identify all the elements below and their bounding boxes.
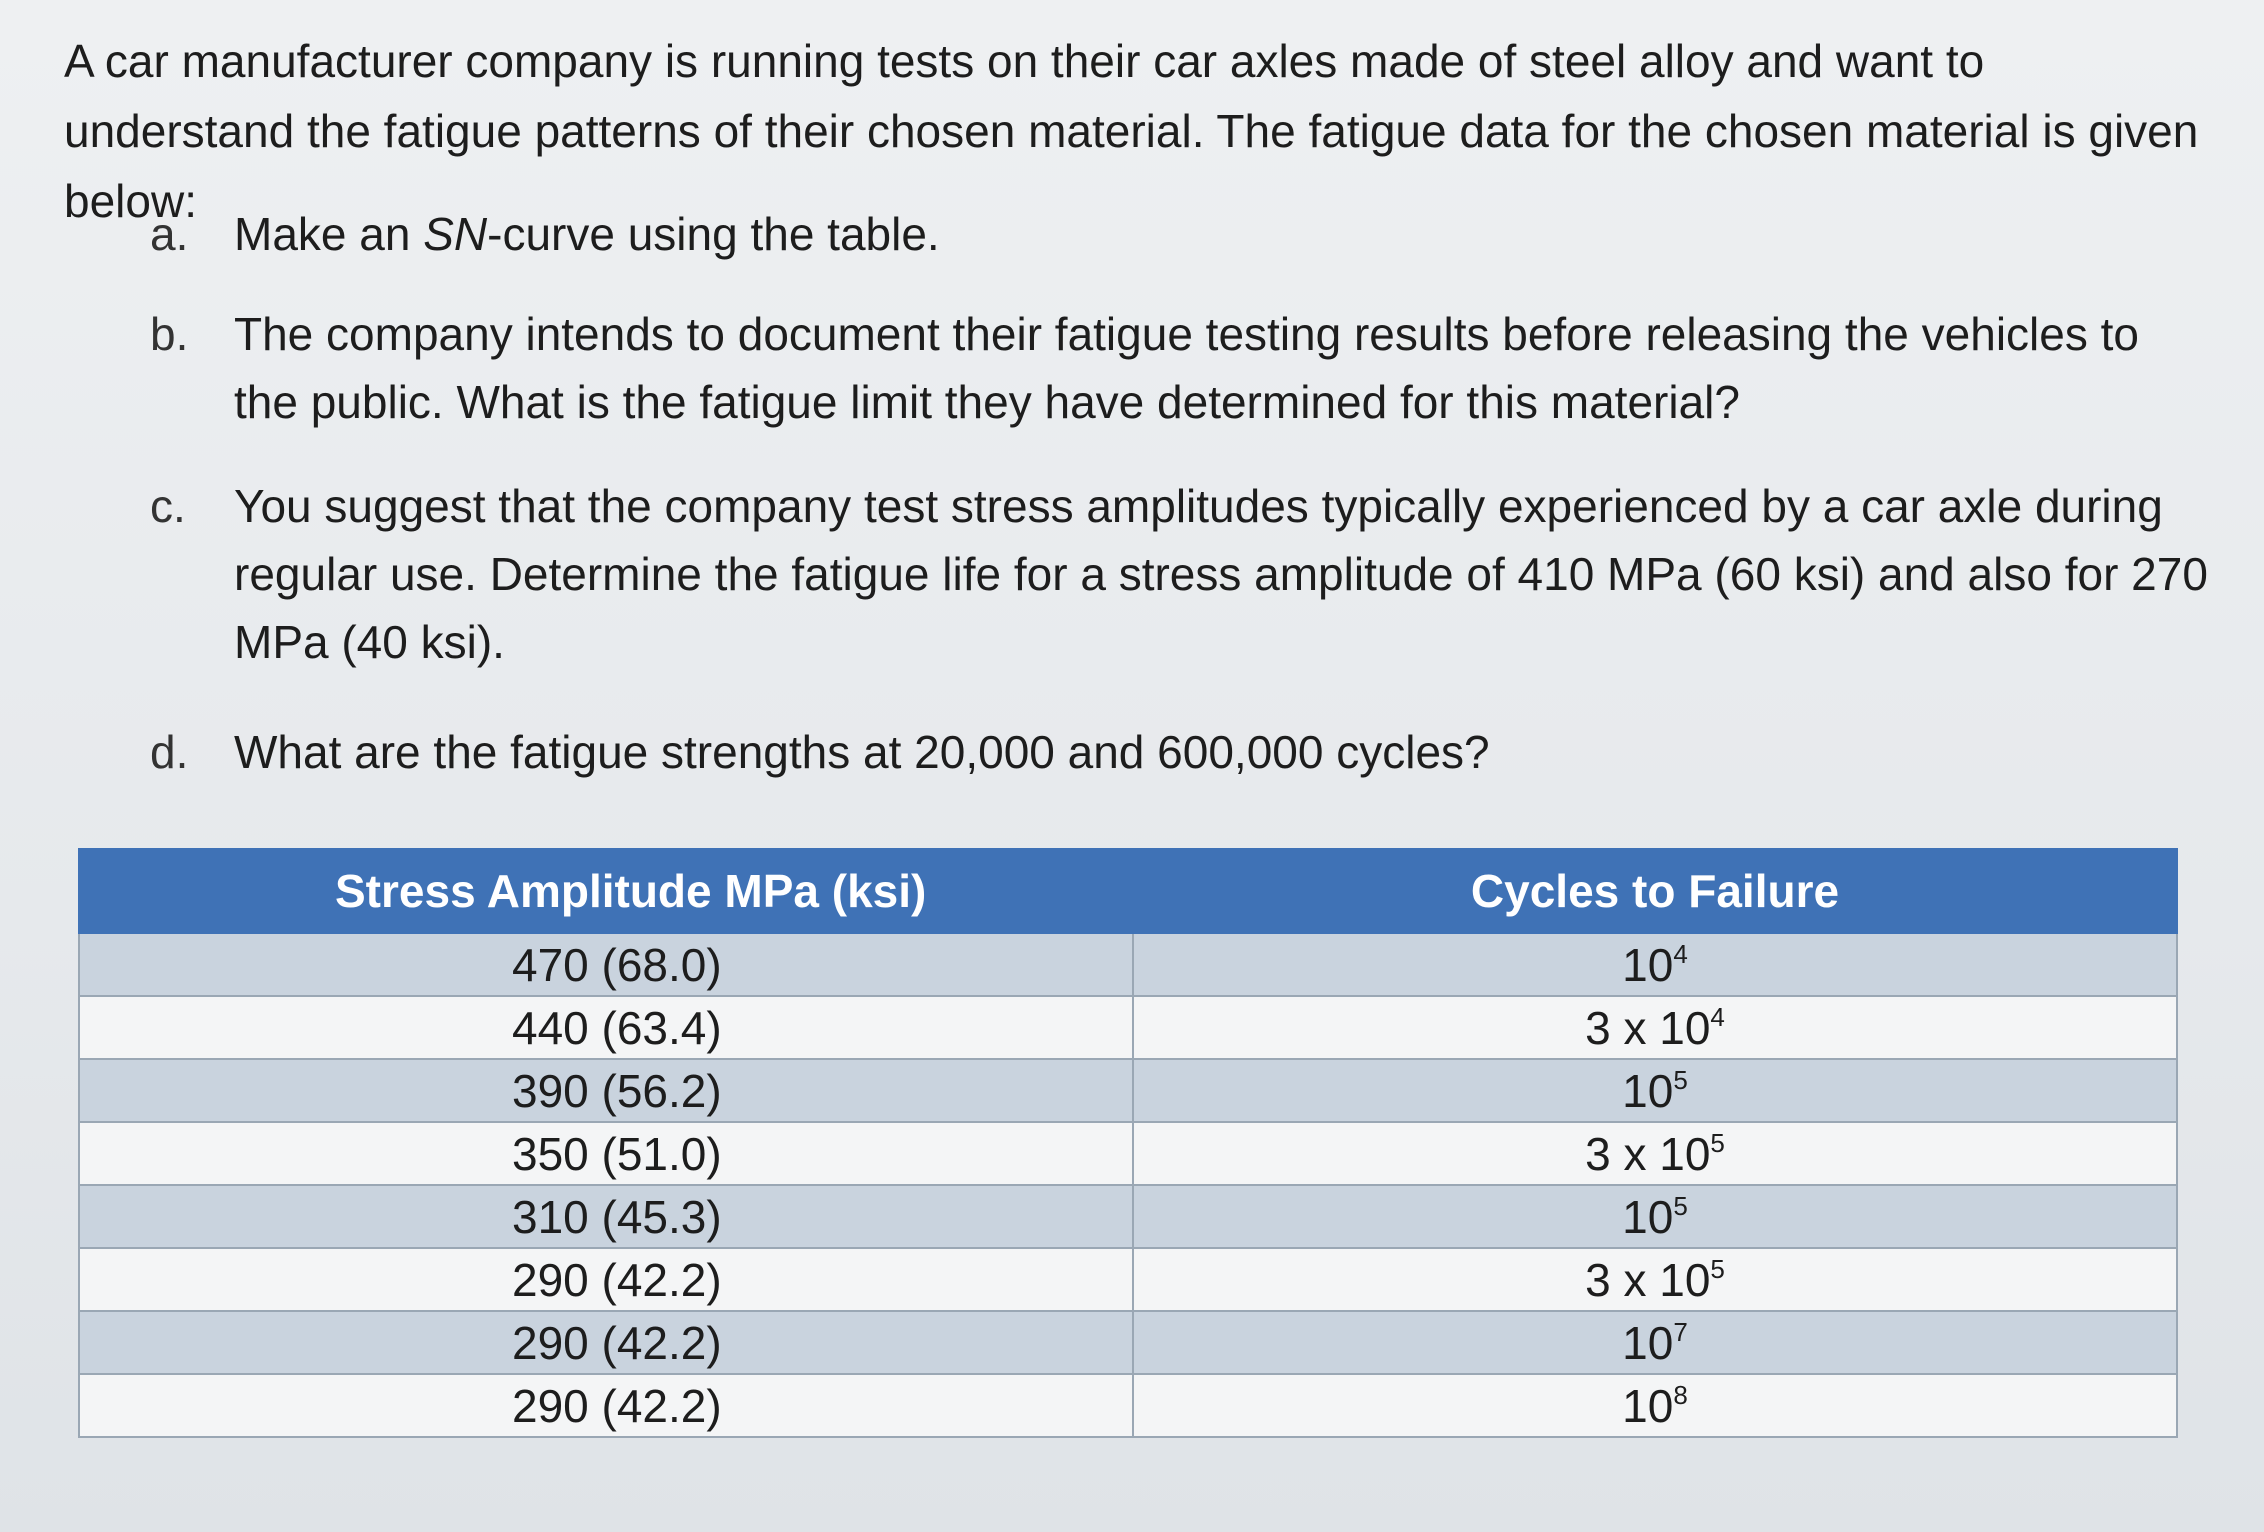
question-marker: b. bbox=[150, 308, 189, 360]
table-row: 350 (51.0) 3 x 105 bbox=[78, 1121, 2178, 1186]
table-body: 470 (68.0) 104 440 (63.4) 3 x 104 390 (56.2)… bbox=[78, 932, 2178, 1438]
header-cycles-to-failure: Cycles to Failure bbox=[1132, 848, 2178, 934]
stress-amplitude-cell: 390 (56.2) bbox=[78, 1058, 1134, 1123]
question-marker: c. bbox=[150, 480, 186, 532]
table-row: 290 (42.2) 3 x 105 bbox=[78, 1247, 2178, 1312]
question-a: a. Make an SN-curve using the table. bbox=[150, 200, 2210, 268]
cycles-base: 10 bbox=[1622, 1379, 1674, 1432]
question-marker: a. bbox=[150, 208, 189, 260]
cycles-base: 10 bbox=[1622, 1316, 1674, 1369]
question-text: What are the fatigue strengths at 20,000… bbox=[234, 726, 1490, 778]
table-row: 470 (68.0) 104 bbox=[78, 932, 2178, 997]
table-row: 290 (42.2) 107 bbox=[78, 1310, 2178, 1375]
question-text: The company intends to document their fa… bbox=[234, 308, 2139, 428]
stress-amplitude-cell: 440 (63.4) bbox=[78, 995, 1134, 1060]
cycles-exponent: 4 bbox=[1710, 1001, 1725, 1032]
stress-amplitude-cell: 310 (45.3) bbox=[78, 1184, 1134, 1249]
cycles-to-failure-cell: 108 bbox=[1132, 1373, 2178, 1438]
stress-amplitude-cell: 290 (42.2) bbox=[78, 1310, 1134, 1375]
table-header-row: Stress Amplitude MPa (ksi) Cycles to Fai… bbox=[78, 848, 2178, 934]
stress-amplitude-cell: 470 (68.0) bbox=[78, 932, 1134, 997]
cycles-base: 10 bbox=[1622, 938, 1674, 991]
cycles-exponent: 7 bbox=[1673, 1316, 1688, 1347]
table-row: 290 (42.2) 108 bbox=[78, 1373, 2178, 1438]
cycles-to-failure-cell: 105 bbox=[1132, 1184, 2178, 1249]
cycles-exponent: 5 bbox=[1673, 1064, 1688, 1095]
cycles-to-failure-cell: 3 x 105 bbox=[1132, 1247, 2178, 1312]
intro-paragraph: A car manufacturer company is running te… bbox=[64, 35, 2199, 227]
cycles-to-failure-cell: 107 bbox=[1132, 1310, 2178, 1375]
cycles-to-failure-cell: 3 x 105 bbox=[1132, 1121, 2178, 1186]
question-text-part: -curve using the table. bbox=[487, 208, 940, 260]
cycles-base: 10 bbox=[1622, 1064, 1674, 1117]
stress-amplitude-cell: 350 (51.0) bbox=[78, 1121, 1134, 1186]
fatigue-data-table: Stress Amplitude MPa (ksi) Cycles to Fai… bbox=[78, 848, 2178, 1438]
question-d: d. What are the fatigue strengths at 20,… bbox=[150, 718, 2210, 786]
question-c: c. You suggest that the company test str… bbox=[150, 472, 2210, 676]
cycles-base: 3 x 10 bbox=[1585, 1001, 1711, 1054]
cycles-to-failure-cell: 3 x 104 bbox=[1132, 995, 2178, 1060]
cycles-exponent: 5 bbox=[1710, 1253, 1725, 1284]
cycles-exponent: 4 bbox=[1673, 938, 1688, 969]
question-text: You suggest that the company test stress… bbox=[234, 480, 2208, 668]
header-stress-amplitude: Stress Amplitude MPa (ksi) bbox=[78, 848, 1134, 934]
question-text-emphasis: SN bbox=[423, 208, 488, 260]
question-text-part: Make an bbox=[234, 208, 424, 260]
table-row: 390 (56.2) 105 bbox=[78, 1058, 2178, 1123]
cycles-base: 3 x 10 bbox=[1585, 1127, 1711, 1180]
cycles-to-failure-cell: 104 bbox=[1132, 932, 2178, 997]
table-row: 440 (63.4) 3 x 104 bbox=[78, 995, 2178, 1060]
question-b: b. The company intends to document their… bbox=[150, 300, 2210, 436]
cycles-exponent: 5 bbox=[1710, 1127, 1725, 1158]
stress-amplitude-cell: 290 (42.2) bbox=[78, 1373, 1134, 1438]
fatigue-data-table-container: Stress Amplitude MPa (ksi) Cycles to Fai… bbox=[78, 848, 2178, 1438]
question-marker: d. bbox=[150, 726, 189, 778]
cycles-exponent: 8 bbox=[1673, 1379, 1688, 1410]
question-list: a. Make an SN-curve using the table. b. … bbox=[150, 200, 2210, 786]
cycles-base: 3 x 10 bbox=[1585, 1253, 1711, 1306]
table-row: 310 (45.3) 105 bbox=[78, 1184, 2178, 1249]
stress-amplitude-cell: 290 (42.2) bbox=[78, 1247, 1134, 1312]
cycles-base: 10 bbox=[1622, 1190, 1674, 1243]
cycles-to-failure-cell: 105 bbox=[1132, 1058, 2178, 1123]
cycles-exponent: 5 bbox=[1673, 1190, 1688, 1221]
question-text: Make an SN-curve using the table. bbox=[234, 200, 2210, 268]
